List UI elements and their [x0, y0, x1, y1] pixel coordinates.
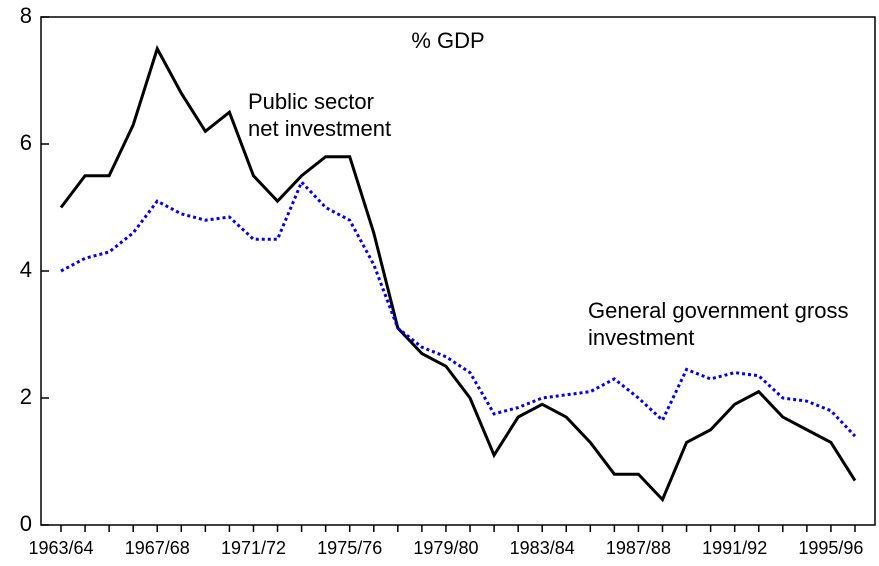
- x-tick-label: 1963/64: [28, 538, 93, 558]
- x-tick-label: 1995/96: [798, 538, 863, 558]
- series-annotation: General government gross investment: [588, 298, 849, 350]
- x-tick-label: 1971/72: [221, 538, 286, 558]
- x-tick-label: 1987/88: [606, 538, 671, 558]
- plot-frame: [40, 16, 876, 526]
- series-line: [60, 179, 857, 438]
- y-unit-label: % GDP: [411, 28, 484, 53]
- y-tick-label: 0: [20, 511, 32, 536]
- y-tick-label: 4: [20, 257, 32, 282]
- series-line: [59, 44, 857, 503]
- series-annotation: Public sector net investment: [248, 89, 392, 141]
- y-tick-label: 6: [20, 130, 32, 155]
- x-tick-label: 1991/92: [702, 538, 767, 558]
- x-tick-label: 1967/68: [125, 538, 190, 558]
- x-tick-label: 1979/80: [413, 538, 478, 558]
- x-tick-label: 1975/76: [317, 538, 382, 558]
- y-tick-label: 2: [20, 384, 32, 409]
- x-tick-label: 1983/84: [510, 538, 575, 558]
- y-tick-label: 8: [20, 3, 32, 28]
